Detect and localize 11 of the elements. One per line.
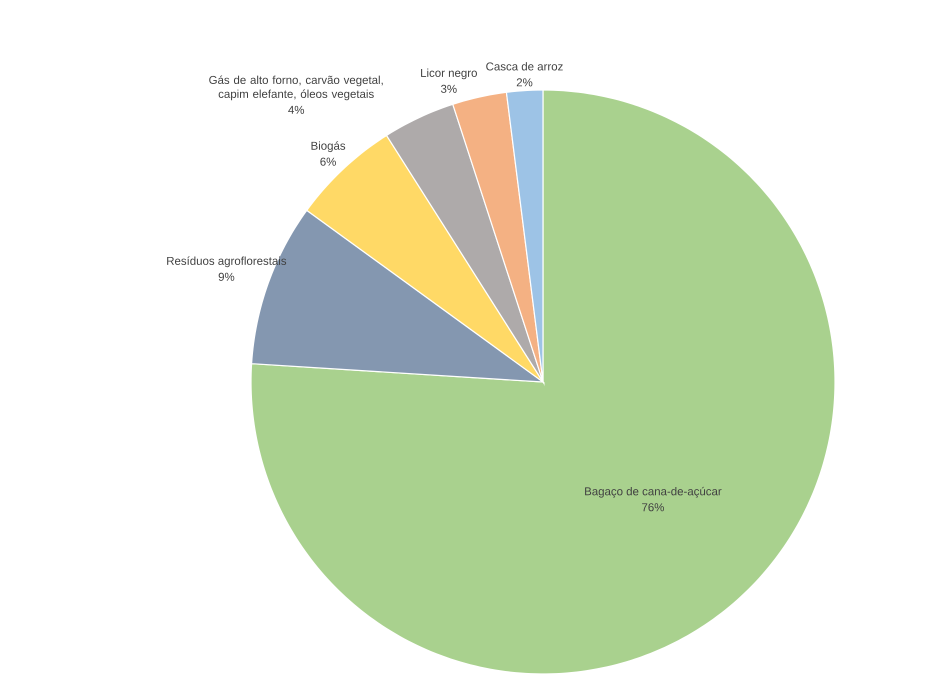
data-label: 2% xyxy=(516,78,532,86)
data-label: 6% xyxy=(320,158,336,166)
slice-label: Gás de alto forno, carvão vegetal, capim elefante, óleos vegetais xyxy=(209,75,383,100)
slice-label: Licor negro xyxy=(421,68,477,80)
slice-label: Casca de arroz xyxy=(486,62,563,70)
data-label: 3% xyxy=(440,84,457,93)
data-label: 4% xyxy=(288,106,304,114)
data-label: 76% xyxy=(642,503,664,512)
data-label: 9% xyxy=(218,272,234,281)
slice-label: Biogás xyxy=(312,141,346,152)
slice-label: Bagaço de cana-de-açúcar xyxy=(585,486,722,498)
